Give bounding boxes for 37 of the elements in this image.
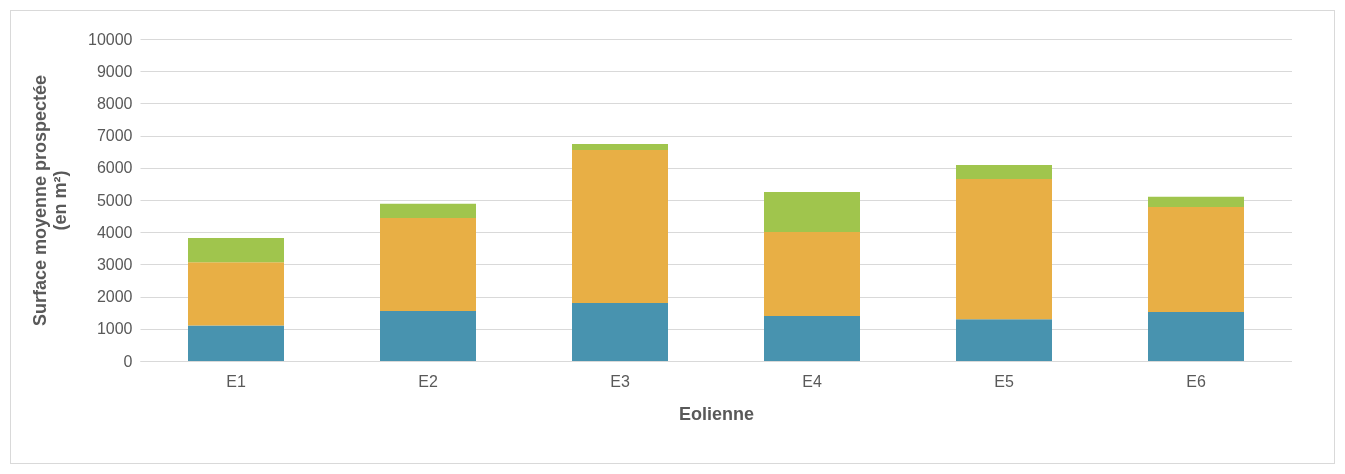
bar <box>1148 312 1244 361</box>
bar <box>764 231 860 316</box>
bar <box>380 311 476 361</box>
bar <box>188 325 284 361</box>
bar <box>956 164 1052 180</box>
y-tick-label: 2000 <box>96 288 133 306</box>
bar <box>572 143 668 151</box>
y-tick-label: 0 <box>123 352 133 370</box>
x-tick-label: E4 <box>802 372 822 390</box>
y-tick-label: 6000 <box>96 159 133 177</box>
x-axis-title: Eolienne <box>678 403 755 424</box>
x-tick-label: E2 <box>418 372 438 390</box>
y-tick-label: 4000 <box>96 223 133 241</box>
bar <box>1148 207 1244 313</box>
x-tick-label: E3 <box>610 372 630 390</box>
bar <box>380 203 476 219</box>
x-tick-label: E6 <box>1186 372 1206 390</box>
bar <box>764 191 860 232</box>
y-axis-title: Surface moyenne prospectée (en m²) <box>30 74 71 327</box>
bar <box>956 179 1052 320</box>
y-tick-label: 5000 <box>96 191 133 209</box>
x-tick-label: E5 <box>994 372 1014 390</box>
bar <box>188 238 284 263</box>
y-tick-label: 8000 <box>96 94 133 112</box>
bar <box>380 218 476 312</box>
bar <box>956 319 1052 361</box>
bar <box>764 315 860 361</box>
y-tick-label: 9000 <box>96 62 133 80</box>
x-tick-label: E1 <box>226 372 246 390</box>
y-tick-label: 10000 <box>88 30 133 48</box>
y-tick-label: 7000 <box>96 127 133 145</box>
y-tick-label: 3000 <box>96 255 133 273</box>
bar <box>1148 196 1244 208</box>
bar <box>572 150 668 304</box>
bar <box>572 303 668 361</box>
bar <box>188 262 284 326</box>
y-tick-label: 1000 <box>96 320 133 338</box>
